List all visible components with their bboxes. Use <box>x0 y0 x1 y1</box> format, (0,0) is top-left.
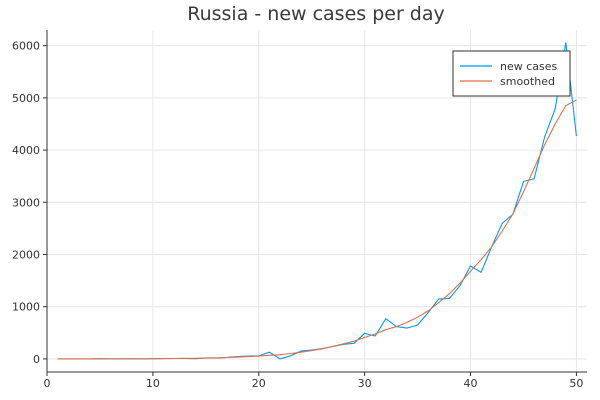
x-tick-label: 20 <box>252 377 266 390</box>
series-lines <box>57 42 577 360</box>
x-tick-label: 50 <box>569 377 583 390</box>
y-tick-label: 6000 <box>12 40 40 53</box>
x-tick-label: 30 <box>358 377 372 390</box>
y-tick-label: 5000 <box>12 92 40 105</box>
y-tick-label: 3000 <box>12 196 40 209</box>
legend-label-new-cases: new cases <box>500 60 558 73</box>
y-tick-label: 1000 <box>12 301 40 314</box>
grid <box>46 30 587 372</box>
chart-title: Russia - new cases per day <box>187 3 445 25</box>
series-line-smoothed <box>57 99 577 360</box>
x-tick-label: 10 <box>146 377 160 390</box>
legend-label-smoothed: smoothed <box>500 75 555 88</box>
x-tick-label: 0 <box>44 377 51 390</box>
x-tick-label: 40 <box>464 377 478 390</box>
legend: new cases smoothed <box>452 50 571 97</box>
y-tick-label: 4000 <box>12 144 40 157</box>
y-tick-label: 0 <box>33 353 40 366</box>
axes <box>46 30 587 373</box>
ticks: 0 10 20 30 40 50 0 1000 2000 3000 4000 5000 6000 <box>12 40 583 390</box>
y-tick-label: 2000 <box>12 249 40 262</box>
legend-box <box>452 50 571 97</box>
